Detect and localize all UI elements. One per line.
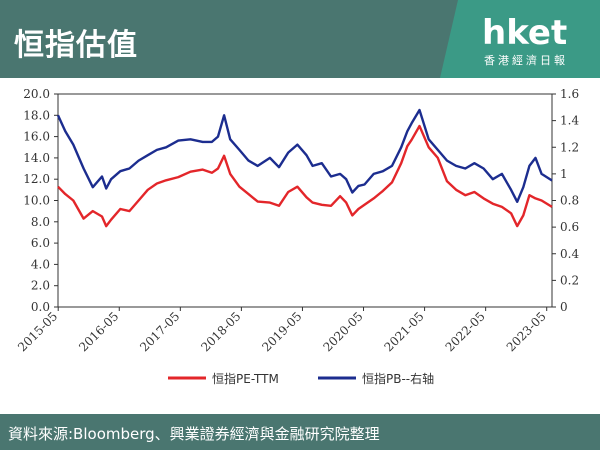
hket-logo: hket 香港經濟日報 — [440, 0, 600, 78]
y-left-tick-label: 20.0 — [23, 87, 50, 101]
x-tick-label: 2021-05 — [382, 309, 427, 354]
page-title: 恒指估值 — [14, 28, 138, 63]
x-tick-label: 2020-05 — [320, 309, 365, 354]
y-left-axis: 0.0 2.0 4.0 6.0 8.0 10.0 12.0 14.0 16.0 18.0 20.0 — [23, 87, 58, 314]
pb-line — [56, 108, 553, 204]
valuation-chart: 0.02.04.06.08.010.012.014.016.018.020.0 … — [15, 87, 579, 386]
chart-axes — [57, 93, 553, 308]
x-tick-label: 2022-05 — [443, 309, 488, 354]
y-left-tick-label: 6.0 — [31, 236, 50, 250]
x-tick-label: 2018-05 — [198, 309, 243, 354]
y-left-tick-label: 12.0 — [23, 172, 50, 186]
footer-bar: 資料來源:Bloomberg、興業證券經濟與金融研究院整理 — [0, 414, 600, 450]
x-tick-label: 2019-05 — [259, 309, 304, 354]
y-left-tick-label: 2.0 — [31, 279, 50, 293]
x-tick-label: 2016-05 — [76, 309, 121, 354]
y-right-tick-label: 1.6 — [560, 87, 579, 101]
y-left-tick-label: 14.0 — [23, 151, 50, 165]
y-left-tick-label: 8.0 — [31, 215, 50, 229]
y-right-tick-label: 0.8 — [560, 194, 579, 208]
y-right-axis: 0 0.2 0.4 0.6 0.8 1 1.2 1.4 1.6 — [552, 87, 579, 314]
legend: 恒指PE-TTM 恒指PB--右轴 — [168, 371, 434, 386]
y-right-tick-label: 0 — [560, 300, 568, 314]
x-tick-label: 2015-05 — [15, 309, 60, 354]
x-tick-label: 2023-05 — [504, 309, 549, 354]
y-right-tick-label: 1.2 — [560, 140, 579, 154]
y-left-tick-label: 16.0 — [23, 130, 50, 144]
series-layer — [56, 108, 553, 228]
y-right-tick-label: 1.4 — [560, 114, 579, 128]
y-right-tick-label: 0.2 — [560, 273, 579, 287]
pe-series — [57, 124, 553, 228]
y-right-tick-label: 0.6 — [560, 220, 579, 234]
logo-brand: hket — [482, 13, 567, 53]
y-right-tick-label: 0.4 — [560, 247, 579, 261]
y-left-tick-label: 18.0 — [23, 108, 50, 122]
plot-frame — [57, 93, 553, 308]
logo-tagline: 香港經濟日報 — [484, 53, 568, 67]
y-right-tick-label: 1 — [560, 167, 568, 181]
pe-line — [57, 124, 553, 228]
legend-pe-label: 恒指PE-TTM — [212, 371, 279, 386]
legend-pb-label: 恒指PB--右轴 — [362, 371, 434, 386]
source-note: 資料來源:Bloomberg、興業證券經濟與金融研究院整理 — [8, 425, 380, 443]
y-left-tick-label: 4.0 — [31, 257, 50, 271]
pb-series — [56, 108, 553, 204]
x-axis: 2015-05 2016-05 2017-05 2018-05 2019-05 2020-… — [15, 307, 549, 354]
y-left-tick-label: 0.0 — [31, 300, 50, 314]
x-tick-label: 2017-05 — [137, 309, 182, 354]
logo-background — [440, 0, 600, 78]
header-bar: 恒指估值 hket 香港經濟日報 — [0, 0, 600, 78]
y-left-tick-label: 10.0 — [23, 194, 50, 208]
